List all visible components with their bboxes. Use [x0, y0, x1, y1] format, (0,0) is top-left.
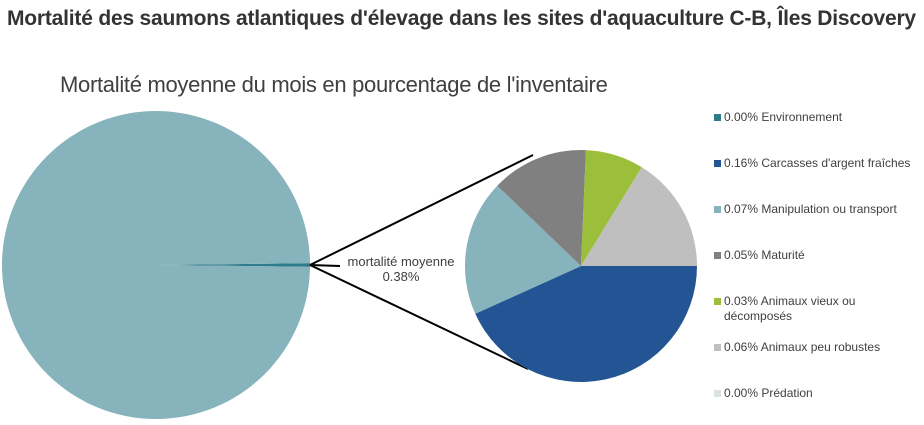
secondary-pie-slice: [475, 266, 697, 383]
legend-item-animaux-vieux: 0.03% Animaux vieux ou décomposés: [714, 294, 855, 324]
legend-swatch-icon: [714, 206, 721, 213]
average-mortality-label: mortalité moyenne 0.38%: [336, 254, 466, 284]
secondary-pie: [464, 150, 697, 383]
legend-swatch-icon: [714, 298, 721, 305]
legend-swatch-icon: [714, 114, 721, 121]
secondary-pie-slice: [581, 167, 697, 266]
main-pie: [1, 110, 310, 419]
chart-title: Mortalité des saumons atlantiques d'élev…: [7, 7, 916, 30]
main-pie-slice: [1, 110, 310, 419]
chart-subtitle: Mortalité moyenne du mois en pourcentage…: [60, 72, 608, 97]
legend-item-manipulation: 0.07% Manipulation ou transport: [714, 202, 897, 217]
legend-item-environnement: 0.00% Environnement: [714, 110, 842, 125]
secondary-pie-slice: [497, 150, 586, 266]
secondary-pie-slice: [464, 185, 581, 314]
legend-swatch-icon: [714, 390, 721, 397]
main-pie-slice: [156, 263, 310, 267]
secondary-pie-slice: [581, 150, 642, 266]
legend-item-maturite: 0.05% Maturité: [714, 248, 805, 263]
average-mortality-title: mortalité moyenne: [347, 254, 455, 269]
legend-item-predation: 0.00% Prédation: [714, 386, 813, 401]
legend-swatch-icon: [714, 252, 721, 259]
legend-item-animaux-peu-robustes: 0.06% Animaux peu robustes: [714, 340, 880, 355]
average-mortality-value: 0.38%: [382, 269, 420, 284]
legend-swatch-icon: [714, 344, 721, 351]
legend-item-carcasses: 0.16% Carcasses d'argent fraîches: [714, 156, 910, 171]
legend-swatch-icon: [714, 160, 721, 167]
connector-lines: [309, 154, 534, 370]
